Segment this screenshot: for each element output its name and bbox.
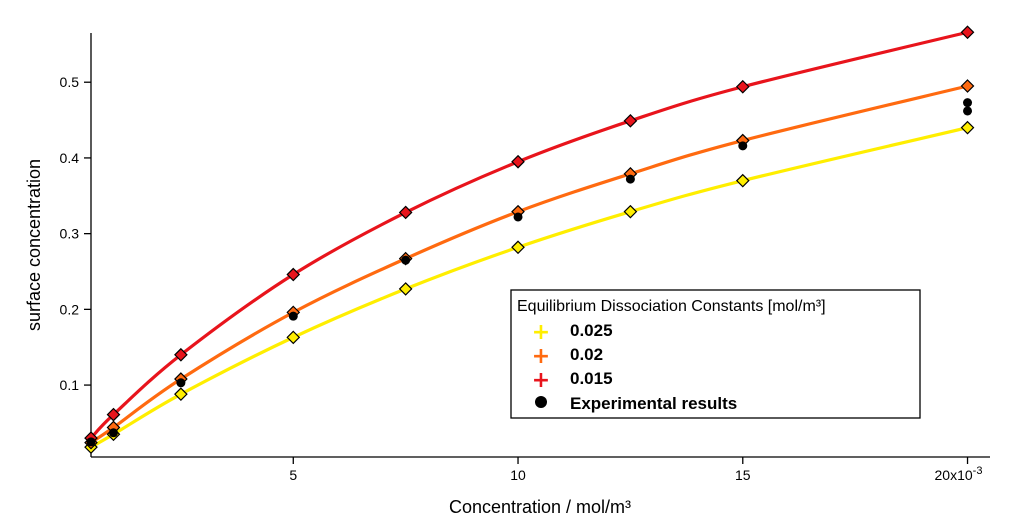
y-tick-label: 0.1 <box>60 377 80 393</box>
legend-label-0025: 0.025 <box>570 321 613 340</box>
experimental-point <box>963 106 972 115</box>
legend-label-0015: 0.015 <box>570 369 613 388</box>
y-axis-title: surface concentration <box>24 159 44 331</box>
y-tick-label: 0.5 <box>60 74 80 90</box>
experimental-point <box>109 428 118 437</box>
x-tick-exponent: -3 <box>973 465 983 477</box>
legend-label-experimental: Experimental results <box>570 394 737 413</box>
data-point-0025 <box>624 206 636 218</box>
data-point-0025 <box>400 283 412 295</box>
x-tick-label: 10 <box>510 467 526 483</box>
ticks: 5 10 15 20x10-3 0.1 0.2 0.3 0.4 0.5 <box>60 74 983 483</box>
data-point-0015 <box>737 81 749 93</box>
experimental-point <box>514 212 523 221</box>
y-tick-label: 0.4 <box>60 150 80 166</box>
legend-marker-002: + <box>532 344 550 369</box>
legend-label-002: 0.02 <box>570 345 603 364</box>
legend-title: Equilibrium Dissociation Constants [mol/… <box>517 298 826 315</box>
experimental-point <box>401 256 410 265</box>
experimental-point <box>626 175 635 184</box>
experimental-point <box>176 378 185 387</box>
data-point-0025 <box>512 241 524 253</box>
data-point-0015 <box>624 115 636 127</box>
experimental-point <box>289 312 298 321</box>
data-point-0025 <box>175 388 187 400</box>
legend-marker-experimental <box>535 396 547 408</box>
data-point-0025 <box>737 175 749 187</box>
y-tick-label: 0.2 <box>60 301 80 317</box>
x-tick-label: 5 <box>289 467 297 483</box>
x-tick-label: 15 <box>735 467 751 483</box>
data-point-0015 <box>962 26 974 38</box>
chart: 5 10 15 20x10-3 0.1 0.2 0.3 0.4 0.5 Concentratio… <box>0 0 1024 531</box>
experimental-point <box>87 437 96 446</box>
legend: Equilibrium Dissociation Constants [mol/… <box>511 290 920 418</box>
legend-marker-0015: + <box>532 368 550 393</box>
experimental-point <box>738 141 747 150</box>
x-tick-label: 20x10-3 <box>935 465 983 483</box>
experimental-point <box>963 98 972 107</box>
x-axis-title: Concentration / mol/m³ <box>449 497 631 517</box>
data-point-0025 <box>962 122 974 134</box>
data-point-0025 <box>287 331 299 343</box>
legend-marker-0025: + <box>532 320 550 345</box>
data-point-0015 <box>512 156 524 168</box>
data-point-002 <box>962 80 974 92</box>
data-point-0015 <box>400 206 412 218</box>
y-tick-label: 0.3 <box>60 226 80 242</box>
